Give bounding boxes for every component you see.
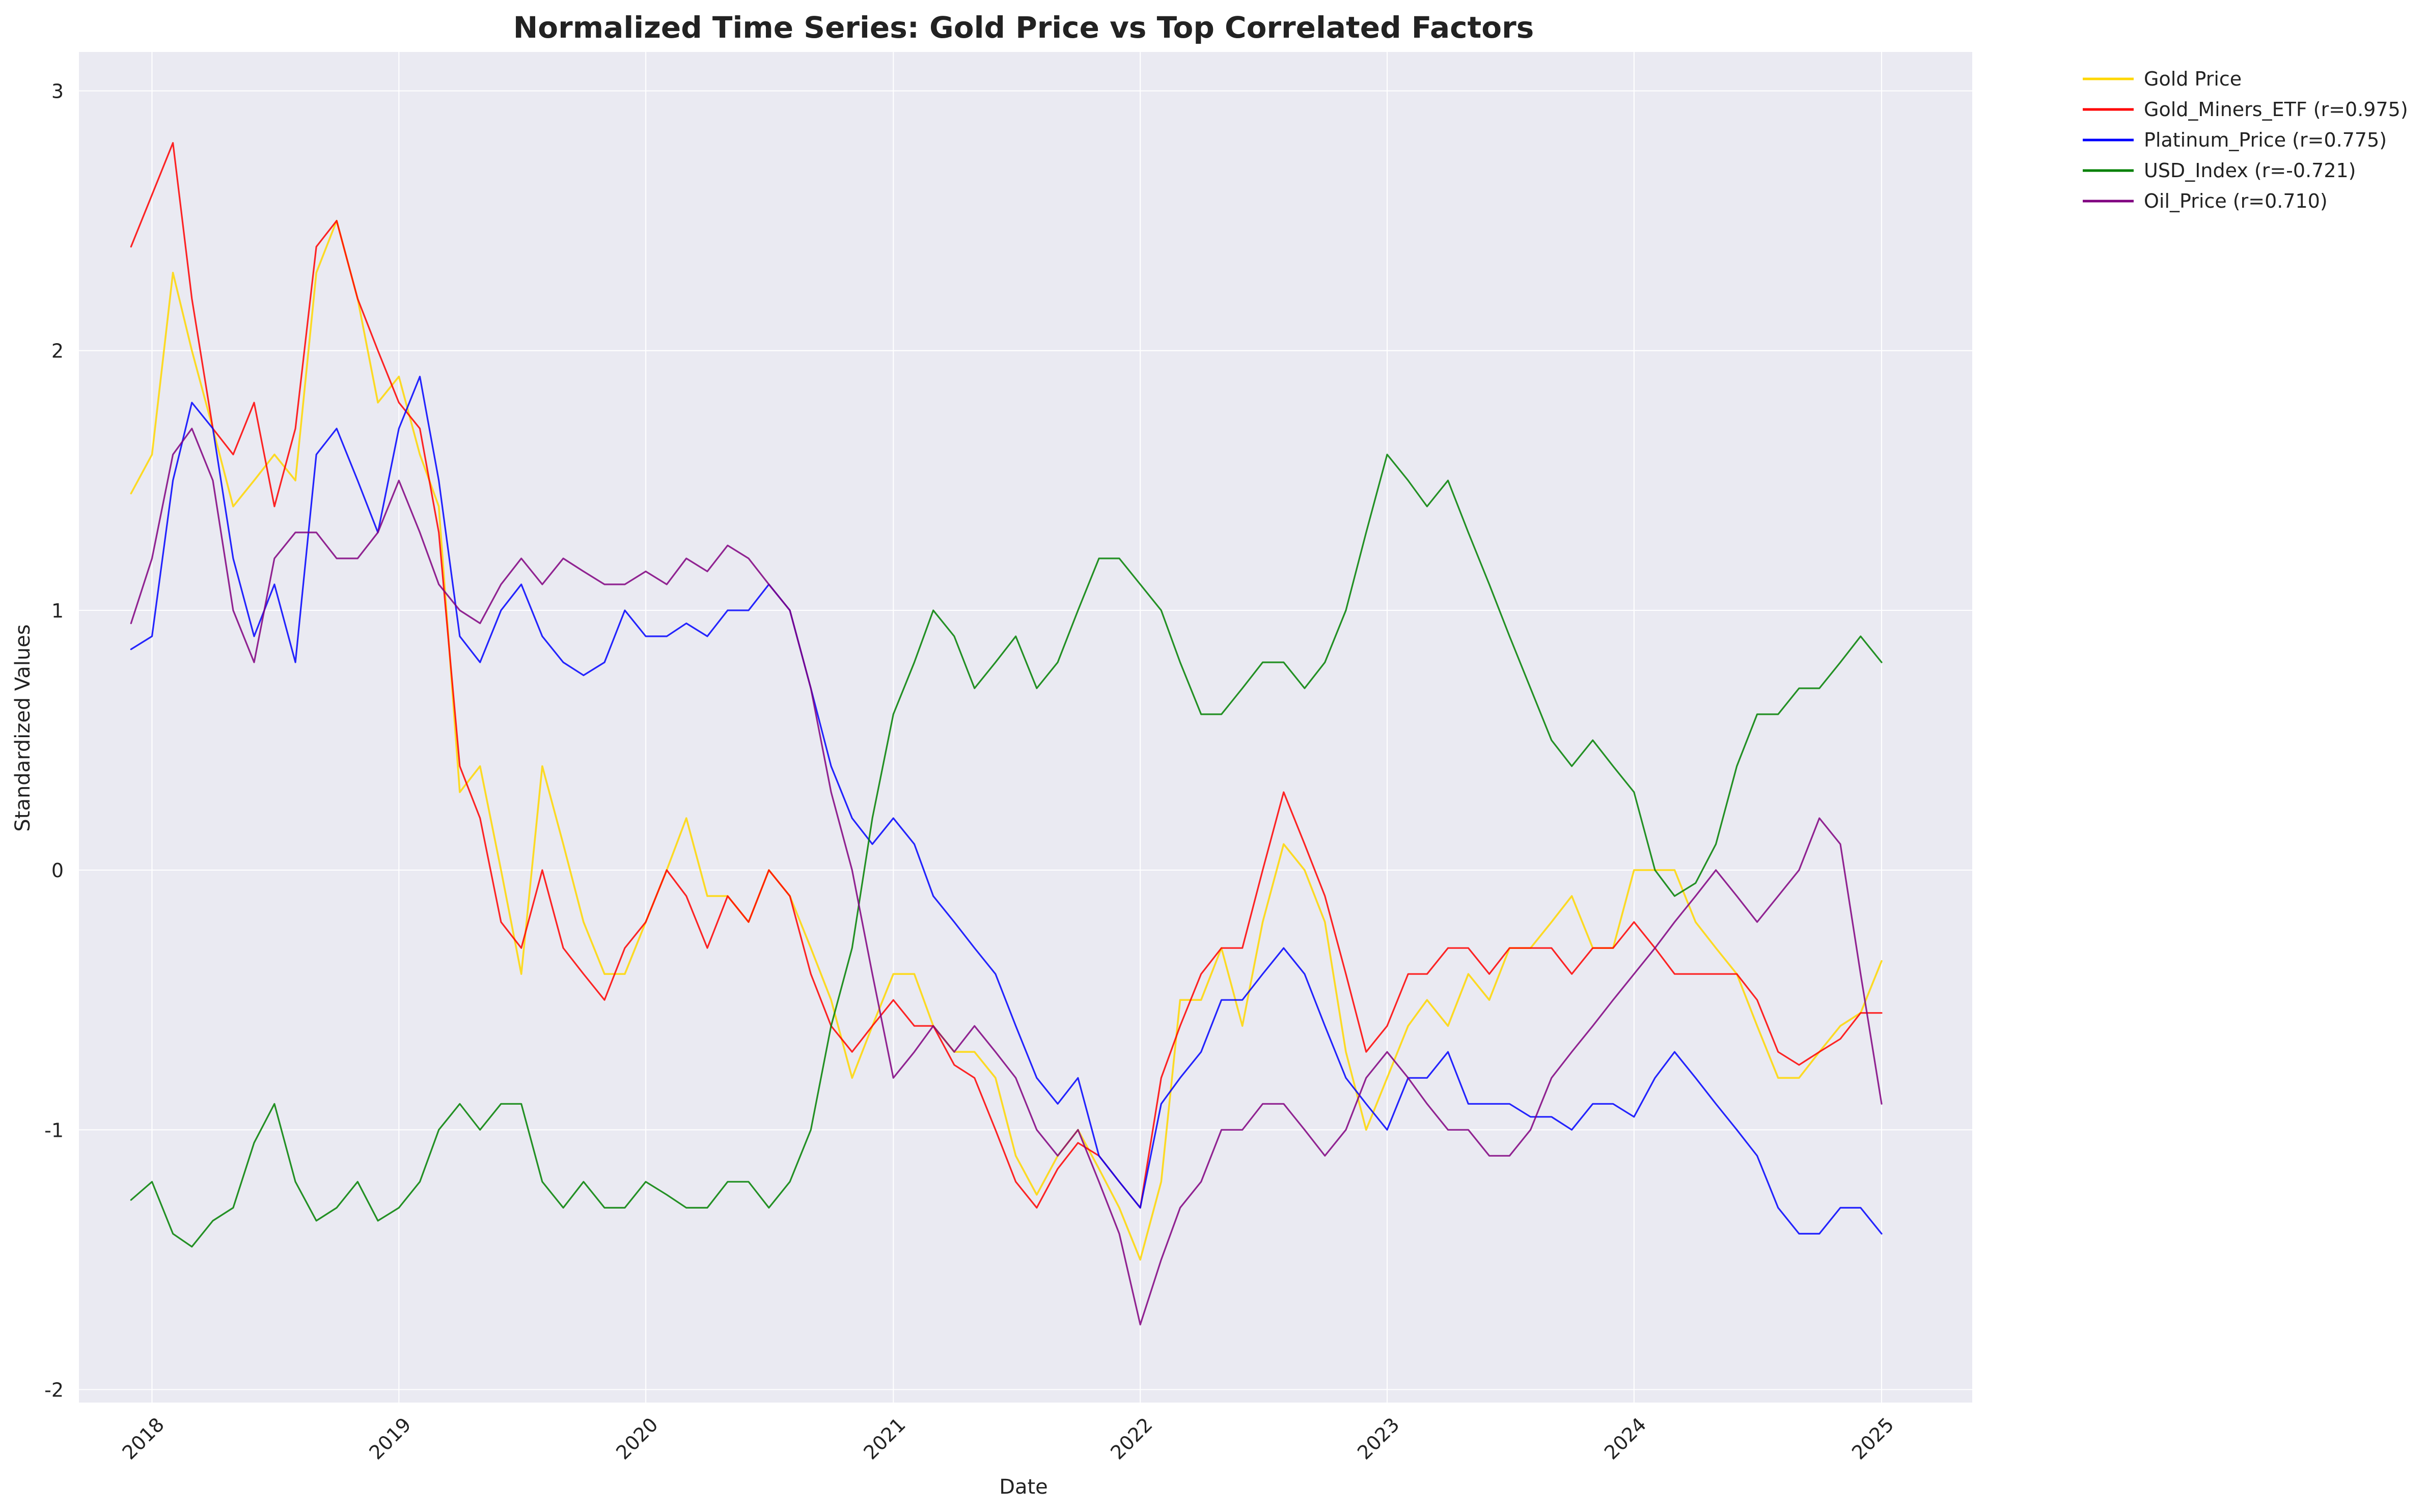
series-line-0 xyxy=(130,219,1883,1261)
chart-title: Normalized Time Series: Gold Price vs To… xyxy=(513,10,1534,45)
x-tick-label: 2019 xyxy=(365,1413,416,1464)
series-line-4 xyxy=(130,428,1883,1326)
y-tick-label: 3 xyxy=(51,80,64,103)
legend-label: Oil_Price (r=0.710) xyxy=(2144,190,2328,212)
x-tick-label: 2021 xyxy=(859,1413,910,1464)
legend-label: USD_Index (r=-0.721) xyxy=(2144,159,2356,182)
series-line-1 xyxy=(130,142,1883,1209)
series-lines xyxy=(130,142,1883,1326)
plot-area xyxy=(79,52,1972,1403)
x-tick-label: 2018 xyxy=(118,1413,169,1464)
legend-label: Gold_Miners_ETF (r=0.975) xyxy=(2144,98,2408,121)
y-tick-label: -2 xyxy=(44,1379,64,1401)
y-tick-label: 0 xyxy=(51,859,64,882)
gridlines xyxy=(79,52,1972,1403)
legend-label: Gold Price xyxy=(2144,68,2242,90)
legend: Gold Price Gold_Miners_ETF (r=0.975) Plati… xyxy=(2083,68,2408,212)
x-axis-label: Date xyxy=(999,1475,1048,1499)
x-axis-ticks: 2018 2019 2020 2021 2022 2023 2024 2025 xyxy=(118,1413,1898,1464)
y-tick-label: 2 xyxy=(51,340,64,362)
y-tick-label: 1 xyxy=(51,600,64,622)
x-tick-label: 2022 xyxy=(1106,1413,1157,1464)
y-axis-label: Standardized Values xyxy=(11,624,35,831)
y-tick-label: -1 xyxy=(44,1119,64,1141)
series-line-3 xyxy=(130,454,1883,1248)
x-tick-label: 2025 xyxy=(1847,1413,1898,1464)
x-tick-label: 2024 xyxy=(1600,1413,1651,1464)
legend-label: Platinum_Price (r=0.775) xyxy=(2144,129,2387,151)
series-line-2 xyxy=(130,376,1883,1235)
x-tick-label: 2020 xyxy=(612,1413,663,1464)
x-tick-label: 2023 xyxy=(1353,1413,1404,1464)
y-axis-ticks: -2 -1 0 1 2 3 xyxy=(44,80,64,1402)
